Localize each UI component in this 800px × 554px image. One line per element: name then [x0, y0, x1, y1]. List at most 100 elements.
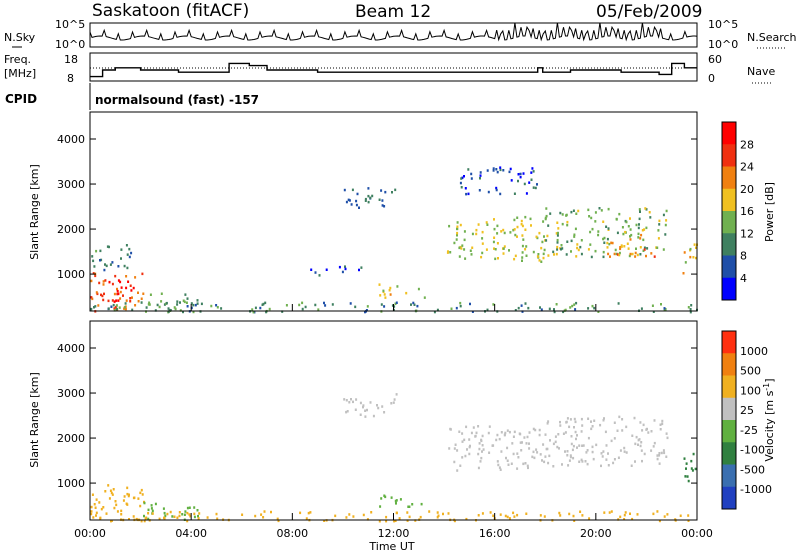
power-heat-cell: [149, 293, 152, 296]
vel-heat-cell: [573, 426, 575, 429]
power-heat-cell: [115, 307, 118, 311]
power-heat-cell: [542, 256, 545, 260]
vel-heat-cell: [623, 446, 626, 450]
power-heat-cell: [642, 249, 645, 252]
power-heat-cell: [120, 248, 123, 251]
vel-heat-cell: [575, 437, 577, 441]
vel-heat-cell: [625, 451, 628, 454]
vel-heat-cell: [633, 416, 636, 420]
vel-heat-cell: [385, 515, 388, 519]
power-heat-cell: [514, 309, 517, 312]
power-heat-cell: [91, 297, 94, 301]
vel-heat-cell: [691, 469, 694, 472]
power-heat-cell: [391, 191, 393, 194]
power-heat-cell: [479, 174, 482, 177]
power-heat-cell: [378, 283, 381, 286]
vel-heat-cell: [141, 493, 144, 496]
power-heat-cell: [493, 218, 495, 221]
power-heat-cell: [210, 304, 213, 308]
power-heat-cell: [481, 251, 484, 255]
power-heat-cell: [467, 192, 470, 196]
power-heat-cell: [450, 307, 453, 310]
power-heat-cell: [534, 186, 537, 190]
power-heat-cell: [499, 192, 502, 196]
vel-heat-cell: [498, 437, 501, 441]
vel-heat-cell: [378, 520, 381, 523]
power-heat-cell: [652, 310, 655, 313]
power-heat-cell: [115, 304, 118, 307]
power-heat-cell: [553, 308, 555, 311]
power-heat-cell: [591, 304, 594, 308]
power-heat-cell: [493, 247, 495, 250]
vel-heat-cell: [449, 427, 452, 431]
power-heat-cell: [562, 310, 565, 314]
vel-heat-cell: [658, 462, 661, 465]
vel-heat-cell: [215, 512, 218, 516]
power-heat-cell: [502, 252, 505, 255]
vel-heat-cell: [567, 464, 570, 467]
power-heat-cell: [545, 207, 548, 210]
vel-heat-cell: [535, 448, 538, 451]
power-heat-cell: [495, 168, 498, 171]
power-heat-cell: [597, 310, 600, 313]
power-heat-cell: [597, 233, 600, 237]
power-heat-cell: [215, 304, 218, 307]
vel-heat-cell: [525, 442, 528, 445]
vel-heat-cell: [277, 519, 280, 523]
vel-heat-cell: [562, 432, 565, 435]
power-heat-cell: [254, 306, 257, 310]
power-heat-cell: [186, 305, 189, 308]
power-heat-cell: [436, 308, 439, 312]
power-heat-cell: [629, 228, 632, 231]
colorbar-segment: [722, 397, 736, 421]
power-heat-cell: [91, 255, 94, 258]
power-heat-cell: [481, 242, 484, 245]
power-heat-cell: [140, 301, 143, 304]
vel-heat-cell: [406, 511, 409, 514]
power-heat-cell: [456, 227, 459, 231]
vel-heat-cell: [114, 500, 117, 503]
vel-heat-cell: [512, 511, 515, 515]
vel-heat-cell: [641, 459, 643, 463]
vel-heat-cell: [178, 511, 181, 514]
power-heat-cell: [590, 255, 593, 259]
power-heat-cell: [102, 298, 105, 302]
power-heat-cell: [629, 235, 631, 238]
vel-heat-cell: [186, 511, 189, 515]
vel-heat-cell: [390, 402, 393, 405]
vel-heat-cell: [428, 510, 431, 513]
vel-heat-cell: [568, 459, 571, 462]
power-heat-cell: [190, 302, 193, 305]
power-heat-cell: [123, 264, 126, 268]
power-heat-cell: [641, 229, 644, 232]
power-heat-cell: [90, 296, 93, 299]
power-heat-cell: [492, 240, 495, 244]
power-heat-cell: [190, 306, 193, 310]
power-heat-cell: [626, 242, 629, 245]
power-heat-cell: [629, 252, 632, 256]
vel-heat-cell: [593, 419, 596, 422]
power-heat-cell: [695, 246, 697, 249]
vel-heat-cell: [603, 511, 606, 514]
power-heat-cell: [529, 217, 532, 221]
vel-heat-cell: [140, 519, 143, 523]
power-heat-cell: [395, 301, 398, 304]
power-heat-cell: [265, 310, 268, 314]
power-heat-cell: [496, 242, 499, 245]
vel-heat-cell: [559, 420, 561, 424]
vel-heat-cell: [602, 450, 605, 453]
power-heat-cell: [496, 224, 499, 228]
vel-heat-cell: [604, 430, 607, 434]
vel-heat-cell: [395, 393, 398, 396]
power-heat-cell: [653, 255, 656, 258]
vel-heat-cell: [127, 494, 130, 498]
power-heat-cell: [355, 203, 358, 207]
colorbar-tick-label: -100: [740, 444, 765, 457]
vel-heat-cell: [364, 415, 367, 418]
power-heat-cell: [611, 241, 614, 245]
y-tick-label: 3000: [57, 178, 85, 191]
power-heat-cell: [577, 209, 580, 213]
velocity-colorbar: 1000 500 100 25 -25 -100 -500 -1000: [721, 330, 772, 510]
vel-heat-cell: [299, 511, 302, 515]
power-heat-cell: [107, 299, 110, 303]
